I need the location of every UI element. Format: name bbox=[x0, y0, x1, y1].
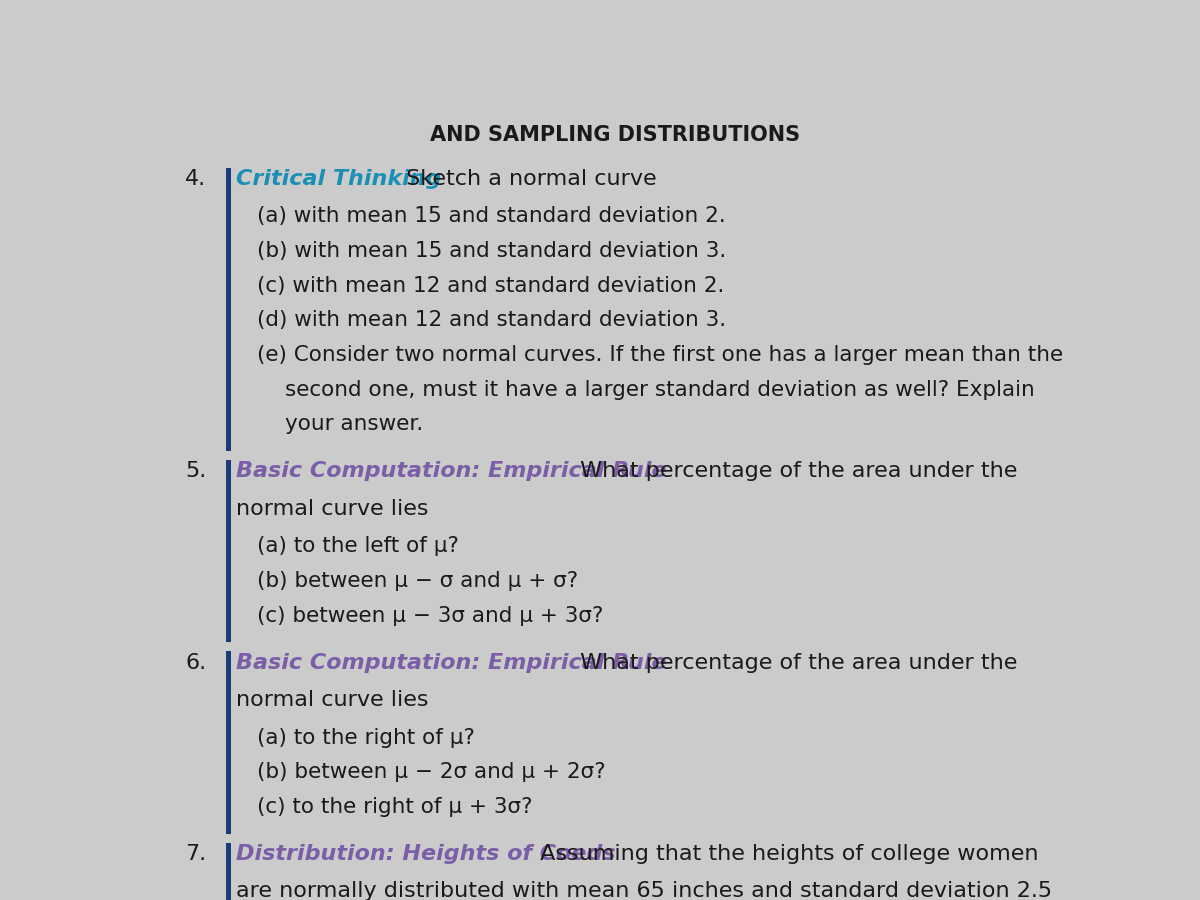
Text: (c) between μ − 3σ and μ + 3σ?: (c) between μ − 3σ and μ + 3σ? bbox=[257, 606, 604, 626]
Text: Sketch a normal curve: Sketch a normal curve bbox=[398, 169, 656, 189]
Text: are normally distributed with mean 65 inches and standard deviation 2.5: are normally distributed with mean 65 in… bbox=[236, 881, 1052, 900]
Text: (a) to the left of μ?: (a) to the left of μ? bbox=[257, 536, 458, 556]
Text: What percentage of the area under the: What percentage of the area under the bbox=[574, 462, 1018, 482]
Text: (a) to the right of μ?: (a) to the right of μ? bbox=[257, 727, 475, 748]
Text: normal curve lies: normal curve lies bbox=[236, 690, 428, 710]
Text: (a) with mean 15 and standard deviation 2.: (a) with mean 15 and standard deviation … bbox=[257, 206, 726, 227]
Text: Assuming that the heights of college women: Assuming that the heights of college wom… bbox=[534, 844, 1039, 864]
Text: (d) with mean 12 and standard deviation 3.: (d) with mean 12 and standard deviation … bbox=[257, 310, 726, 330]
Text: (b) between μ − 2σ and μ + 2σ?: (b) between μ − 2σ and μ + 2σ? bbox=[257, 762, 606, 782]
Text: (c) to the right of μ + 3σ?: (c) to the right of μ + 3σ? bbox=[257, 796, 533, 817]
Text: (e) Consider two normal curves. If the first one has a larger mean than the: (e) Consider two normal curves. If the f… bbox=[257, 345, 1063, 365]
Bar bbox=[227, 842, 230, 900]
Bar bbox=[227, 460, 230, 643]
Text: 6.: 6. bbox=[185, 652, 206, 672]
Text: 5.: 5. bbox=[185, 462, 206, 482]
Text: (b) with mean 15 and standard deviation 3.: (b) with mean 15 and standard deviation … bbox=[257, 241, 726, 261]
Text: Critical Thinking: Critical Thinking bbox=[236, 169, 442, 189]
Bar bbox=[227, 167, 230, 451]
Text: normal curve lies: normal curve lies bbox=[236, 499, 428, 519]
Text: What percentage of the area under the: What percentage of the area under the bbox=[574, 652, 1018, 672]
Bar bbox=[227, 652, 230, 833]
Text: 4.: 4. bbox=[185, 169, 206, 189]
Text: 7.: 7. bbox=[185, 844, 206, 864]
Text: Distribution: Heights of Coeds: Distribution: Heights of Coeds bbox=[236, 844, 616, 864]
Text: AND SAMPLING DISTRIBUTIONS: AND SAMPLING DISTRIBUTIONS bbox=[430, 125, 800, 145]
Text: Basic Computation: Empirical Rule: Basic Computation: Empirical Rule bbox=[236, 462, 667, 482]
Text: (c) with mean 12 and standard deviation 2.: (c) with mean 12 and standard deviation … bbox=[257, 275, 725, 296]
Text: (b) between μ − σ and μ + σ?: (b) between μ − σ and μ + σ? bbox=[257, 571, 578, 591]
Text: your answer.: your answer. bbox=[284, 414, 424, 435]
Text: second one, must it have a larger standard deviation as well? Explain: second one, must it have a larger standa… bbox=[284, 380, 1034, 400]
Text: Basic Computation: Empirical Rule: Basic Computation: Empirical Rule bbox=[236, 652, 667, 672]
